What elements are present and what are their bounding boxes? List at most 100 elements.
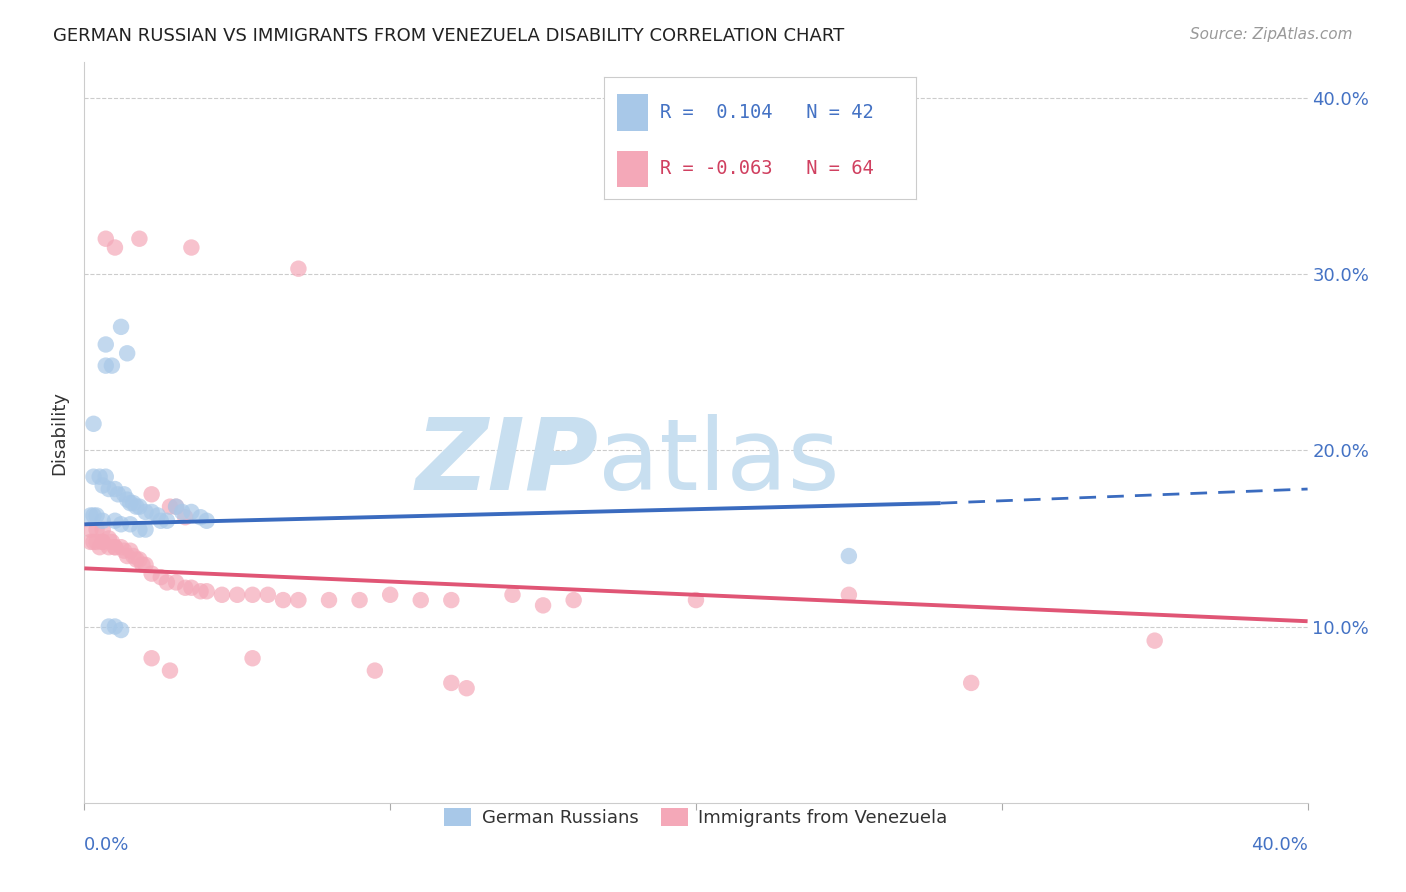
Point (101, 359, 124, 373)
Point (120, 543, 142, 558)
Point (104, 540, 127, 554)
Text: 40.0%: 40.0% (1251, 836, 1308, 855)
Point (562, 593, 585, 607)
Point (125, 552, 148, 566)
Point (83, 535, 105, 549)
Point (180, 581, 202, 595)
Y-axis label: Disability: Disability (51, 391, 69, 475)
Point (172, 505, 194, 519)
Point (960, 676, 983, 690)
Point (97, 482, 120, 496)
Point (86, 523, 108, 537)
Point (190, 510, 212, 524)
Point (89, 469, 111, 483)
Point (685, 593, 707, 607)
Point (380, 588, 402, 602)
Point (838, 588, 860, 602)
Point (104, 482, 127, 496)
Point (110, 623, 132, 637)
Point (156, 514, 179, 528)
Point (83, 417, 105, 431)
Point (91, 478, 114, 492)
Point (531, 599, 554, 613)
Text: Source: ZipAtlas.com: Source: ZipAtlas.com (1189, 27, 1353, 42)
Point (104, 514, 127, 528)
Point (242, 588, 264, 602)
Point (120, 517, 142, 532)
Point (128, 500, 150, 514)
Point (83, 469, 105, 483)
Point (122, 496, 145, 510)
Point (226, 588, 249, 602)
Point (149, 570, 172, 584)
Point (195, 514, 218, 528)
Point (131, 558, 153, 572)
Point (159, 664, 181, 678)
Point (79, 535, 101, 549)
Point (502, 588, 524, 602)
Point (180, 240, 202, 255)
Point (110, 319, 132, 334)
Point (174, 510, 197, 524)
Point (287, 261, 309, 276)
Point (89, 540, 111, 554)
Point (180, 505, 202, 519)
Point (146, 508, 169, 523)
Point (104, 619, 127, 633)
Point (165, 500, 187, 514)
Point (91, 535, 114, 549)
Point (135, 558, 157, 572)
Point (107, 487, 129, 501)
Point (271, 593, 294, 607)
Point (1143, 633, 1166, 648)
Point (440, 593, 463, 607)
Point (440, 676, 463, 690)
Point (318, 593, 340, 607)
Point (165, 575, 187, 590)
Point (135, 505, 157, 519)
Point (120, 496, 142, 510)
Point (190, 584, 212, 599)
Point (115, 492, 138, 507)
Point (165, 500, 187, 514)
Point (86, 535, 108, 549)
Point (159, 500, 181, 514)
Point (79, 508, 101, 523)
Point (115, 549, 138, 563)
Point (195, 584, 218, 599)
Point (110, 517, 132, 532)
Point (456, 681, 478, 696)
Point (141, 505, 163, 519)
Point (242, 651, 264, 665)
Point (104, 240, 127, 255)
Point (128, 232, 150, 246)
Point (101, 535, 124, 549)
Point (115, 346, 138, 360)
Point (287, 593, 309, 607)
Point (112, 543, 135, 558)
Point (94, 359, 117, 373)
Text: ZIP: ZIP (415, 414, 598, 511)
Text: GERMAN RUSSIAN VS IMMIGRANTS FROM VENEZUELA DISABILITY CORRELATION CHART: GERMAN RUSSIAN VS IMMIGRANTS FROM VENEZU… (53, 27, 845, 45)
Point (104, 540, 127, 554)
Point (125, 500, 148, 514)
Text: atlas: atlas (598, 414, 839, 511)
Text: 0.0%: 0.0% (84, 836, 129, 855)
Point (83, 508, 105, 523)
Point (349, 593, 371, 607)
Point (97, 532, 120, 546)
Point (79, 523, 101, 537)
Point (364, 664, 387, 678)
Point (211, 588, 233, 602)
Point (122, 549, 145, 563)
Point (128, 552, 150, 566)
Point (94, 232, 117, 246)
Point (141, 651, 163, 665)
Point (97, 540, 120, 554)
Point (141, 487, 163, 501)
Point (91, 514, 114, 528)
Point (149, 514, 172, 528)
Point (135, 523, 157, 537)
Point (110, 540, 132, 554)
Point (97, 619, 120, 633)
